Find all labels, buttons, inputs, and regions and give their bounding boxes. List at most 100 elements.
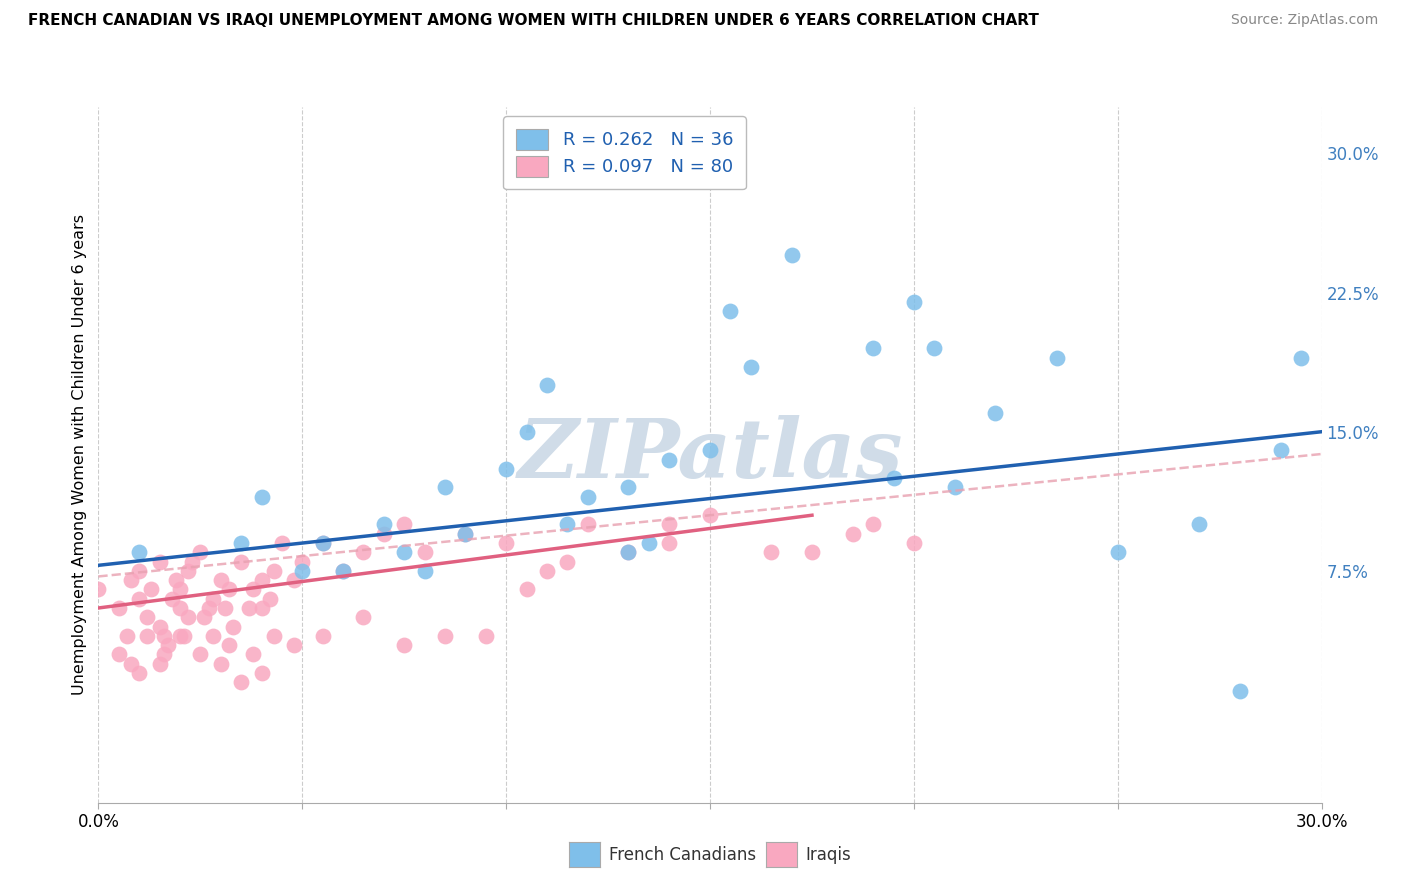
Point bbox=[242, 582, 264, 597]
Point bbox=[128, 564, 150, 578]
Point bbox=[136, 610, 159, 624]
Point bbox=[352, 610, 374, 624]
Point bbox=[454, 526, 477, 541]
Point bbox=[108, 601, 131, 615]
Point bbox=[250, 573, 273, 587]
Point bbox=[312, 536, 335, 550]
Point bbox=[536, 378, 558, 392]
Point bbox=[373, 517, 395, 532]
Text: FRENCH CANADIAN VS IRAQI UNEMPLOYMENT AMONG WOMEN WITH CHILDREN UNDER 6 YEARS CO: FRENCH CANADIAN VS IRAQI UNEMPLOYMENT AM… bbox=[28, 13, 1039, 29]
Point bbox=[332, 564, 354, 578]
Point bbox=[242, 648, 264, 662]
Point bbox=[238, 601, 260, 615]
Point bbox=[156, 638, 179, 652]
Y-axis label: Unemployment Among Women with Children Under 6 years: Unemployment Among Women with Children U… bbox=[72, 214, 87, 696]
Point bbox=[149, 555, 172, 569]
Point bbox=[984, 406, 1007, 420]
Point bbox=[222, 619, 245, 633]
Point bbox=[617, 545, 640, 559]
Point bbox=[516, 582, 538, 597]
Point bbox=[658, 536, 681, 550]
Point bbox=[1229, 684, 1251, 698]
Point bbox=[761, 545, 783, 559]
Point bbox=[270, 536, 294, 550]
Point bbox=[250, 490, 273, 504]
Point bbox=[259, 591, 281, 606]
Point bbox=[250, 601, 273, 615]
Point bbox=[149, 657, 172, 671]
Point bbox=[141, 582, 163, 597]
Point bbox=[218, 582, 240, 597]
Point bbox=[173, 629, 195, 643]
Point bbox=[169, 629, 191, 643]
Point bbox=[922, 341, 945, 355]
Point bbox=[638, 536, 661, 550]
Point bbox=[373, 526, 395, 541]
Point bbox=[231, 675, 253, 690]
Point bbox=[128, 665, 150, 680]
Point bbox=[576, 490, 599, 504]
Point bbox=[218, 638, 240, 652]
Point bbox=[434, 480, 457, 494]
Text: Iraqis: Iraqis bbox=[806, 846, 852, 863]
Point bbox=[352, 545, 374, 559]
Point bbox=[495, 536, 517, 550]
Point bbox=[152, 629, 174, 643]
Point bbox=[617, 545, 640, 559]
Point bbox=[903, 536, 925, 550]
Point bbox=[1045, 351, 1069, 365]
Text: Source: ZipAtlas.com: Source: ZipAtlas.com bbox=[1230, 13, 1378, 28]
Point bbox=[557, 555, 579, 569]
Point bbox=[557, 517, 579, 532]
Point bbox=[201, 591, 224, 606]
Point bbox=[699, 508, 721, 523]
Point bbox=[943, 480, 966, 494]
Point bbox=[188, 545, 212, 559]
Point bbox=[291, 555, 314, 569]
Point bbox=[181, 555, 204, 569]
Point bbox=[152, 648, 174, 662]
Point bbox=[312, 536, 335, 550]
Point bbox=[699, 443, 721, 458]
Point bbox=[188, 648, 212, 662]
Point bbox=[263, 564, 285, 578]
Point bbox=[120, 573, 142, 587]
Point bbox=[108, 648, 131, 662]
Point bbox=[283, 638, 305, 652]
Point bbox=[495, 462, 517, 476]
Point bbox=[536, 564, 558, 578]
Point bbox=[283, 573, 305, 587]
Point bbox=[862, 341, 884, 355]
Point bbox=[434, 629, 457, 643]
Point bbox=[312, 629, 335, 643]
Point bbox=[87, 582, 110, 597]
Point bbox=[332, 564, 354, 578]
Point bbox=[231, 536, 253, 550]
Point bbox=[250, 665, 273, 680]
Point bbox=[231, 555, 253, 569]
Point bbox=[177, 564, 200, 578]
Point bbox=[120, 657, 142, 671]
Point bbox=[209, 573, 232, 587]
Point bbox=[474, 629, 498, 643]
Point bbox=[169, 582, 191, 597]
Point bbox=[263, 629, 285, 643]
Point bbox=[128, 591, 150, 606]
Point bbox=[454, 526, 477, 541]
Point bbox=[115, 629, 138, 643]
Point bbox=[197, 601, 219, 615]
Point bbox=[720, 304, 742, 318]
Point bbox=[136, 629, 159, 643]
Point bbox=[160, 591, 183, 606]
Point bbox=[193, 610, 215, 624]
Point bbox=[903, 294, 925, 309]
Point bbox=[128, 545, 150, 559]
Point bbox=[1270, 443, 1292, 458]
Text: French Canadians: French Canadians bbox=[609, 846, 756, 863]
Legend: R = 0.262   N = 36, R = 0.097   N = 80: R = 0.262 N = 36, R = 0.097 N = 80 bbox=[503, 116, 745, 189]
Point bbox=[413, 545, 436, 559]
Point bbox=[177, 610, 200, 624]
Point bbox=[780, 248, 803, 262]
Point bbox=[658, 517, 681, 532]
Point bbox=[658, 452, 681, 467]
